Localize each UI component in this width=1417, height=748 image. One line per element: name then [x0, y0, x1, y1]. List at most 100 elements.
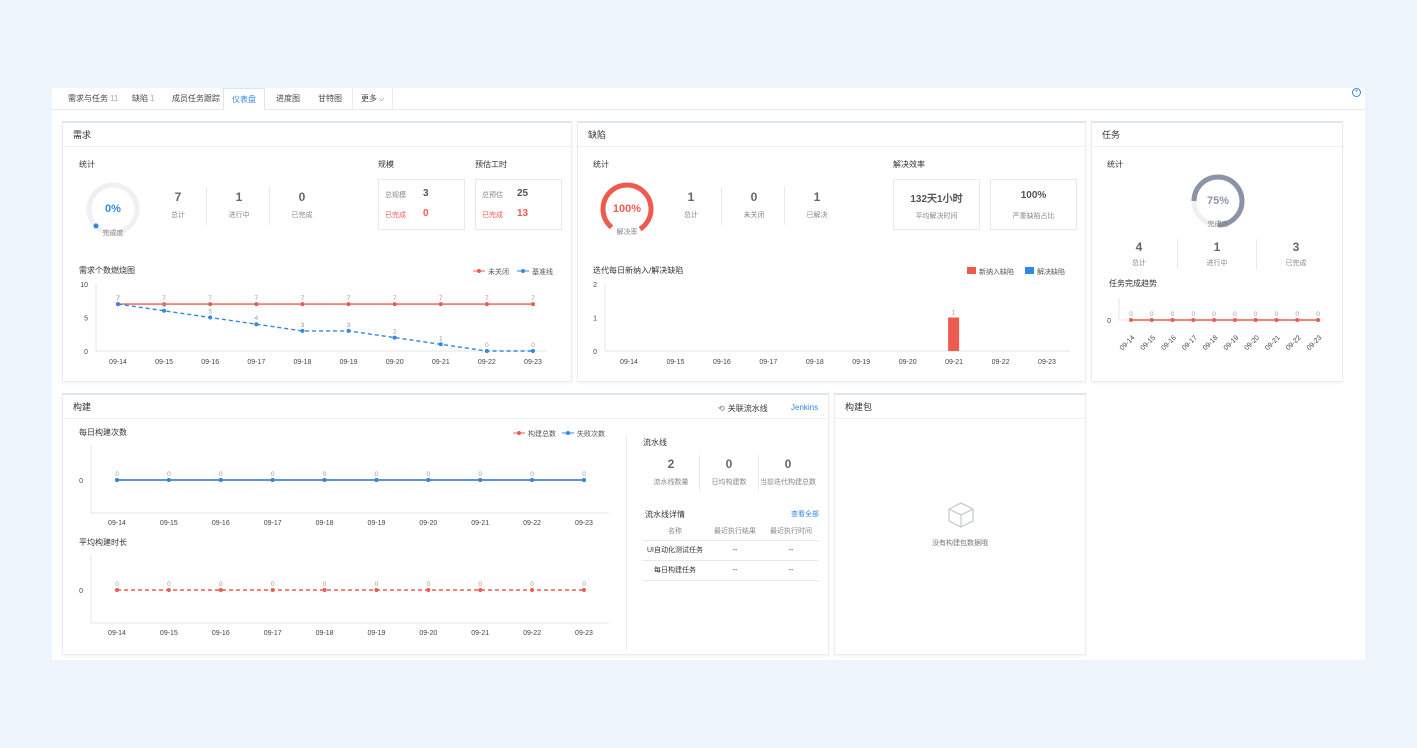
data-label: 7: [439, 295, 443, 302]
tab-more[interactable]: 更多 ⌵: [352, 88, 394, 110]
data-point: [1274, 318, 1279, 322]
scale-done-label: 已完成: [385, 212, 406, 219]
legend-base: 基准线: [532, 267, 553, 276]
empty-text: 没有构建包数据哦: [932, 540, 988, 547]
doing-value: 1: [235, 190, 243, 204]
y-tick-label: 2: [593, 282, 597, 289]
data-label: 0: [582, 581, 586, 588]
card-title: 需求: [63, 123, 571, 147]
legend-solved: 解决缺陷: [1037, 267, 1065, 276]
doing-value: 1: [1213, 240, 1221, 254]
data-label: 0: [427, 471, 431, 478]
data-point: [484, 349, 489, 353]
data-point: [426, 478, 431, 482]
x-tick-label: 09-17: [247, 359, 265, 366]
total-value: 4: [1135, 240, 1143, 254]
requirement-card: 需求 统计 0% 完成度 7 总计 1 进行中 0 已完成 规模 总规模 3 已…: [62, 121, 572, 382]
data-label: 2: [393, 329, 397, 336]
x-tick-label: 09-19: [367, 520, 385, 527]
data-point: [1129, 318, 1133, 322]
scale-box: 总规模 3 已完成 0: [378, 179, 465, 230]
data-point: [392, 302, 397, 307]
data-label: 6: [162, 302, 166, 309]
tab-label: 需求与任务: [68, 94, 108, 103]
defect-legend: 新纳入缺陷 解决缺陷: [967, 267, 1065, 276]
data-point: [1170, 318, 1175, 322]
y-tick-label: 10: [80, 282, 88, 289]
tab-defects[interactable]: 缺陷 1: [124, 88, 162, 110]
tab-dashboard[interactable]: 仪表盘: [223, 88, 265, 110]
x-tick-label: 09-19: [852, 359, 870, 366]
data-label: 7: [116, 295, 120, 302]
y-tick-label: 0: [84, 349, 88, 356]
cell-name: 每日构建任务: [654, 567, 696, 574]
efficiency-title: 解决效率: [893, 160, 925, 169]
total-value: 7: [174, 190, 182, 204]
tab-requirements-tasks[interactable]: 需求与任务 11: [60, 88, 126, 110]
tab-label: 进度图: [276, 94, 300, 103]
data-point: [531, 349, 535, 353]
daily-build-chart: 0 09-14 09-15 09-16 09-17 09-18 09-19 09-20 09-2…: [79, 445, 609, 527]
data-label: 0: [1254, 311, 1258, 318]
tab-bar: 需求与任务 11 缺陷 1 成员任务跟踪 仪表盘 进度图 甘特图 更多 ⌵: [52, 88, 1365, 110]
jenkins-link[interactable]: Jenkins: [791, 403, 819, 412]
defect-chart: 0 1 2 09-14 09-15 09-16 09-17 09-18 09-19 09-20 09…: [593, 282, 1070, 366]
x-tick-label: 09-15: [160, 630, 178, 637]
trend-title: 任务完成趋势: [1109, 279, 1157, 288]
data-point: [346, 328, 351, 333]
x-tick-label: 09-17: [264, 520, 282, 527]
daily-avg-value: 0: [725, 457, 733, 471]
tab-gantt[interactable]: 甘特图: [310, 88, 350, 110]
scale-title: 规模: [378, 160, 394, 169]
card-title: 任务: [1092, 123, 1342, 147]
severe-label: 严重缺陷占比: [1012, 213, 1055, 220]
col-name: 名称: [668, 528, 682, 535]
ring-value: 0%: [105, 203, 121, 215]
view-all-link[interactable]: 查看全部: [791, 511, 819, 518]
data-point: [270, 478, 275, 482]
data-point: [374, 588, 379, 592]
data-label: 7: [208, 295, 212, 302]
settings-icon[interactable]: +: [1352, 88, 1361, 97]
x-tick-label: 09-22: [478, 359, 496, 366]
x-tick-label: 09-17: [1181, 334, 1199, 352]
data-label: 3: [301, 322, 305, 329]
data-label: 7: [485, 295, 489, 302]
data-label: 7: [301, 295, 305, 302]
data-label: 0: [115, 581, 119, 588]
tab-member-tracking[interactable]: 成员任务跟踪: [164, 88, 228, 110]
data-label: 0: [1275, 311, 1279, 318]
table-row[interactable]: 每日构建任务 -- --: [643, 561, 819, 581]
data-point: [166, 588, 171, 592]
col-result: 最近执行结果: [714, 528, 756, 535]
link-pipeline-button[interactable]: ⟲ 关联流水线: [718, 403, 768, 414]
data-label: 0: [323, 581, 327, 588]
x-tick-label: 09-16: [713, 359, 731, 366]
x-tick-label: 09-19: [340, 359, 358, 366]
table-row[interactable]: UI自动化测试任务 -- --: [643, 541, 819, 561]
cell-time: --: [788, 547, 794, 554]
open-label: 未关闭: [743, 212, 765, 219]
data-label: 7: [162, 295, 166, 302]
tab-progress[interactable]: 进度图: [268, 88, 308, 110]
data-label: 0: [582, 471, 586, 478]
data-point: [300, 328, 305, 333]
legend-open: 未关闭: [488, 267, 509, 276]
data-point: [1149, 318, 1154, 322]
iter-total-label: 当前迭代构建总数: [760, 479, 816, 486]
ring-label: 完成度: [102, 230, 124, 237]
scale-done-value: 0: [423, 208, 429, 219]
stats-label: 统计: [593, 160, 609, 169]
burndown-legend: 未关闭 基准线: [473, 267, 553, 276]
data-label: 0: [1129, 311, 1133, 318]
data-point: [270, 588, 275, 592]
completion-ring: [86, 182, 140, 236]
table-header: 名称 最近执行结果 最近执行时间: [643, 523, 819, 541]
data-label: 0: [167, 471, 171, 478]
bar: [948, 317, 960, 351]
estimate-total-value: 25: [517, 188, 529, 199]
data-point: [208, 315, 213, 320]
chevron-down-icon: ⌵: [379, 96, 385, 103]
y-tick-label: 0: [79, 478, 83, 485]
data-point: [162, 302, 167, 307]
